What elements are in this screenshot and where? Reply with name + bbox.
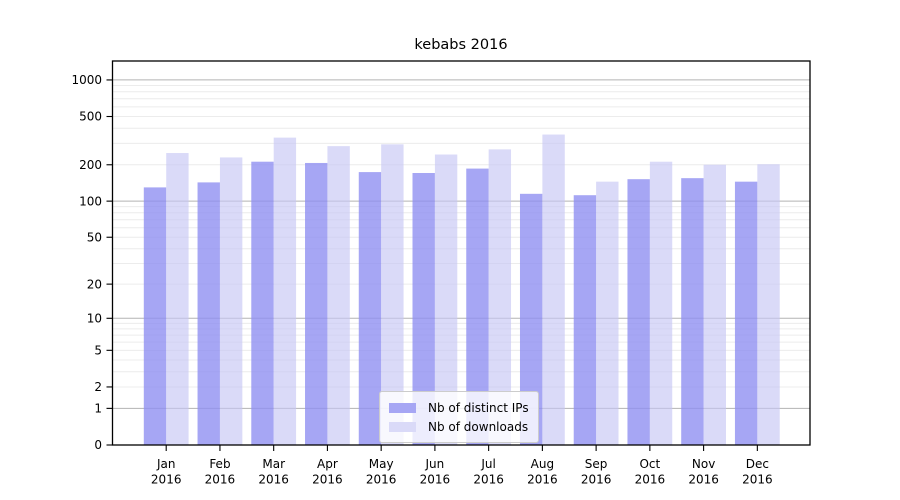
x-tick-label-oct-2016: Oct 2016	[635, 457, 666, 487]
bar-downloads-may-2016	[381, 144, 404, 445]
x-tick-label-sep-2016: Sep 2016	[581, 457, 612, 487]
y-tick-label-10: 10	[87, 311, 102, 325]
bar-downloads-nov-2016	[703, 164, 726, 445]
y-tick-label-0: 0	[94, 438, 102, 452]
bar-ips-may-2016	[358, 172, 382, 446]
x-tick-label-jun-2016: Jun 2016	[420, 457, 451, 487]
x-tick-label-dec-2016: Dec 2016	[742, 457, 773, 487]
x-tick-label-jan-2016: Jan 2016	[151, 457, 182, 487]
legend-item-downloads: Nb of downloads	[389, 417, 529, 436]
bar-downloads-sep-2016	[596, 181, 619, 445]
y-tick-label-500: 500	[79, 110, 102, 124]
legend-swatch-distinct-ips	[389, 402, 416, 413]
y-tick-label-2: 2	[94, 380, 102, 394]
bar-downloads-jul-2016	[488, 149, 512, 445]
y-tick-label-100: 100	[79, 194, 102, 208]
bar-ips-sep-2016	[573, 195, 597, 445]
y-tick-label-50: 50	[87, 230, 102, 244]
chart-title: kebabs 2016	[414, 37, 508, 53]
y-tick-label-1: 1	[94, 402, 102, 416]
x-tick-label-feb-2016: Feb 2016	[205, 457, 236, 487]
bar-downloads-oct-2016	[649, 161, 673, 445]
y-tick-label-1000: 1000	[71, 73, 102, 87]
bar-downloads-mar-2016	[273, 137, 297, 445]
bar-ips-nov-2016	[681, 178, 704, 445]
bar-ips-aug-2016	[519, 193, 543, 445]
x-tick-label-jul-2016: Jul 2016	[473, 457, 504, 487]
x-tick-label-aug-2016: Aug 2016	[527, 457, 558, 487]
bar-ips-oct-2016	[627, 179, 650, 445]
y-tick-label-20: 20	[87, 277, 102, 291]
legend-swatch-downloads	[389, 421, 416, 432]
bar-ips-jan-2016	[143, 187, 167, 445]
bar-ips-dec-2016	[734, 181, 758, 445]
x-tick-label-mar-2016: Mar 2016	[258, 457, 289, 487]
bar-downloads-feb-2016	[219, 157, 243, 446]
x-tick-label-may-2016: May 2016	[366, 457, 397, 487]
bar-downloads-apr-2016	[327, 146, 350, 445]
bar-ips-jun-2016	[412, 173, 435, 446]
bar-downloads-jun-2016	[434, 154, 458, 445]
bar-downloads-jan-2016	[166, 153, 189, 446]
bar-downloads-aug-2016	[542, 134, 565, 446]
legend-label-distinct-ips: Nb of distinct IPs	[428, 400, 529, 415]
x-tick-label-nov-2016: Nov 2016	[688, 457, 719, 487]
legend-label-downloads: Nb of downloads	[428, 419, 529, 434]
legend-item-distinct-ips: Nb of distinct IPs	[389, 398, 529, 417]
plot-frame	[111, 60, 811, 446]
y-tick-label-5: 5	[94, 344, 102, 358]
bar-ips-apr-2016	[305, 162, 328, 445]
bar-ips-feb-2016	[197, 182, 220, 445]
bar-downloads-dec-2016	[757, 164, 780, 446]
bar-ips-mar-2016	[251, 161, 274, 445]
y-tick-label-200: 200	[79, 158, 102, 172]
bar-ips-jul-2016	[466, 168, 489, 446]
legend: Nb of distinct IPs Nb of downloads	[379, 391, 539, 443]
x-tick-label-apr-2016: Apr 2016	[312, 457, 343, 487]
